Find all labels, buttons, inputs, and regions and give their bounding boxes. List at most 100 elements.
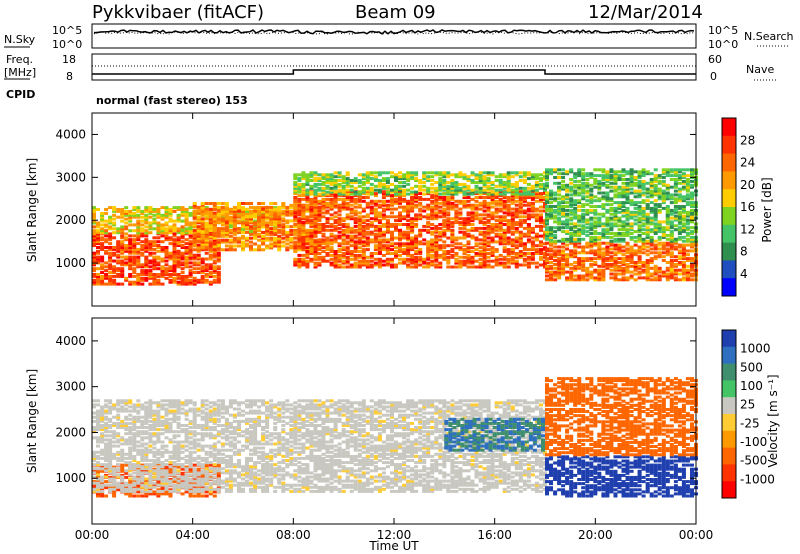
- power-echo-cell: [690, 259, 694, 262]
- power-echo-cell: [577, 205, 582, 208]
- power-echo-cell: [665, 268, 670, 272]
- power-echo-cell: [466, 192, 471, 196]
- power-echo-cell: [317, 244, 322, 248]
- power-echo-cell: [522, 188, 527, 192]
- power-echo-cell: [466, 232, 471, 236]
- power-echo-cell: [526, 265, 531, 269]
- power-echo-cell: [478, 246, 483, 250]
- power-echo-cell: [470, 181, 475, 184]
- power-echo-cell: [410, 219, 415, 223]
- power-echo-cell: [649, 241, 654, 245]
- power-echo-cell: [486, 205, 491, 209]
- power-echo-cell: [526, 263, 531, 267]
- power-echo-cell: [253, 209, 258, 213]
- power-echo-cell: [633, 251, 638, 255]
- power-echo-cell: [581, 183, 586, 187]
- power-echo-cell: [474, 238, 479, 242]
- power-echo-cell: [530, 240, 535, 244]
- power-echo-cell: [313, 230, 318, 234]
- power-echo-cell: [257, 215, 262, 219]
- power-echo-cell: [124, 263, 129, 267]
- power-echo-cell: [641, 245, 646, 249]
- power-echo-cell: [530, 257, 535, 261]
- power-echo-cell: [108, 217, 113, 221]
- power-echo-cell: [261, 236, 266, 240]
- power-echo-cell: [241, 246, 245, 250]
- power-echo-cell: [454, 246, 459, 250]
- power-echo-cell: [357, 232, 362, 236]
- power-echo-cell: [593, 239, 598, 243]
- power-echo-cell: [625, 264, 630, 268]
- power-echo-cell: [176, 240, 181, 244]
- power-echo-cell: [601, 176, 606, 179]
- power-echo-cell: [581, 208, 586, 212]
- power-echo-cell: [148, 282, 153, 286]
- power-echo-cell: [613, 259, 618, 262]
- power-echo-cell: [629, 245, 634, 249]
- power-echo-cell: [637, 237, 642, 241]
- power-echo-cell: [506, 226, 511, 230]
- power-echo-cell: [220, 205, 225, 209]
- power-echo-cell: [112, 253, 117, 257]
- power-echo-cell: [164, 215, 169, 219]
- power-echo-cell: [522, 221, 527, 225]
- power-echo-cell: [325, 209, 330, 213]
- power-echo-cell: [261, 230, 266, 234]
- power-echo-cell: [677, 222, 682, 226]
- power-echo-cell: [438, 179, 443, 182]
- power-echo-cell: [224, 207, 229, 211]
- power-echo-cell: [573, 255, 578, 259]
- power-echo-cell: [317, 248, 322, 252]
- power-echo-cell: [402, 232, 407, 236]
- power-echo-cell: [482, 179, 487, 182]
- power-echo-cell: [180, 225, 185, 229]
- power-echo-cell: [621, 249, 626, 253]
- power-echo-cell: [665, 172, 670, 176]
- power-echo-cell: [653, 222, 658, 226]
- power-echo-cell: [641, 183, 646, 187]
- power-echo-cell: [549, 205, 553, 208]
- power-echo-cell: [96, 229, 100, 233]
- power-echo-cell: [257, 232, 262, 236]
- power-echo-cell: [621, 245, 626, 249]
- power-echo-cell: [438, 263, 443, 267]
- power-echo-cell: [486, 248, 491, 252]
- power-echo-cell: [518, 238, 523, 242]
- power-echo-cell: [365, 224, 370, 228]
- power-echo-cell: [120, 219, 125, 223]
- power-echo-cell: [645, 261, 650, 264]
- power-echo-cell: [585, 251, 590, 255]
- power-echo-cell: [466, 217, 471, 221]
- power-echo-cell: [442, 196, 447, 199]
- power-echo-cell: [510, 207, 515, 211]
- power-echo-cell: [353, 217, 358, 221]
- power-echo-cell: [661, 251, 666, 255]
- power-echo-cell: [249, 231, 253, 235]
- power-echo-cell: [144, 249, 149, 253]
- power-echo-cell: [406, 244, 411, 248]
- power-echo-cell: [454, 186, 459, 190]
- power-echo-cell: [257, 217, 262, 221]
- power-echo-cell: [474, 205, 479, 209]
- power-echo-cell: [589, 228, 594, 232]
- power-echo-cell: [462, 186, 467, 190]
- power-echo-cell: [176, 238, 181, 242]
- nave-label: Nave: [746, 63, 774, 76]
- power-echo-cell: [377, 240, 382, 244]
- power-echo-cell: [321, 234, 326, 238]
- power-echo-cell: [518, 203, 523, 207]
- power-echo-cell: [498, 228, 503, 232]
- power-echo-cell: [553, 270, 558, 274]
- power-echo-cell: [277, 236, 282, 240]
- power-echo-cell: [633, 170, 638, 174]
- power-echo-cell: [249, 209, 253, 213]
- power-echo-cell: [144, 229, 149, 233]
- power-echo-cell: [665, 274, 670, 278]
- power-echo-cell: [241, 230, 245, 234]
- power-echo-cell: [494, 190, 499, 194]
- power-echo-cell: [390, 248, 394, 252]
- power-echo-cell: [597, 237, 602, 241]
- power-echo-cell: [257, 202, 262, 205]
- power-echo-cell: [349, 234, 354, 238]
- power-echo-cell: [164, 259, 169, 263]
